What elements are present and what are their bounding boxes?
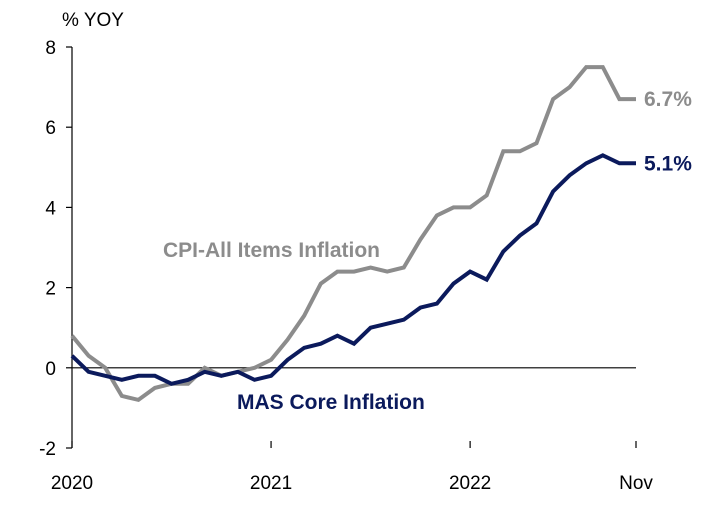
x-tick-label: 2022: [449, 473, 491, 494]
y-tick-label: 8: [45, 38, 56, 59]
x-tick-label: 2021: [250, 473, 292, 494]
y-tick-label: 6: [45, 118, 56, 139]
series-layer: [70, 65, 636, 403]
series-line-core: [70, 153, 636, 386]
series-label-core: MAS Core Inflation: [237, 391, 425, 414]
y-tick-label: 4: [45, 198, 56, 219]
y-ticks: -2 0 2 4 6 8: [39, 38, 72, 460]
series-label-cpi: CPI-All Items Inflation: [163, 239, 380, 262]
x-tick-label: Nov: [619, 473, 653, 494]
end-label-cpi: 6.7%: [644, 88, 692, 111]
y-axis: -2 0 2 4 6 8 % YOY: [39, 10, 124, 460]
y-tick-label: 0: [45, 359, 56, 380]
labels-layer: CPI-All Items Inflation MAS Core Inflati…: [163, 88, 692, 414]
x-axis: 2020 2021 2022 Nov: [51, 367, 653, 494]
y-tick-label: -2: [39, 439, 56, 460]
x-tick-label: 2020: [51, 473, 93, 494]
y-axis-unit-label: % YOY: [62, 10, 124, 31]
end-label-core: 5.1%: [644, 152, 692, 175]
y-tick-label: 2: [45, 279, 56, 300]
series-line-cpi: [70, 65, 636, 403]
x-ticks: 2020 2021 2022 Nov: [51, 441, 653, 494]
